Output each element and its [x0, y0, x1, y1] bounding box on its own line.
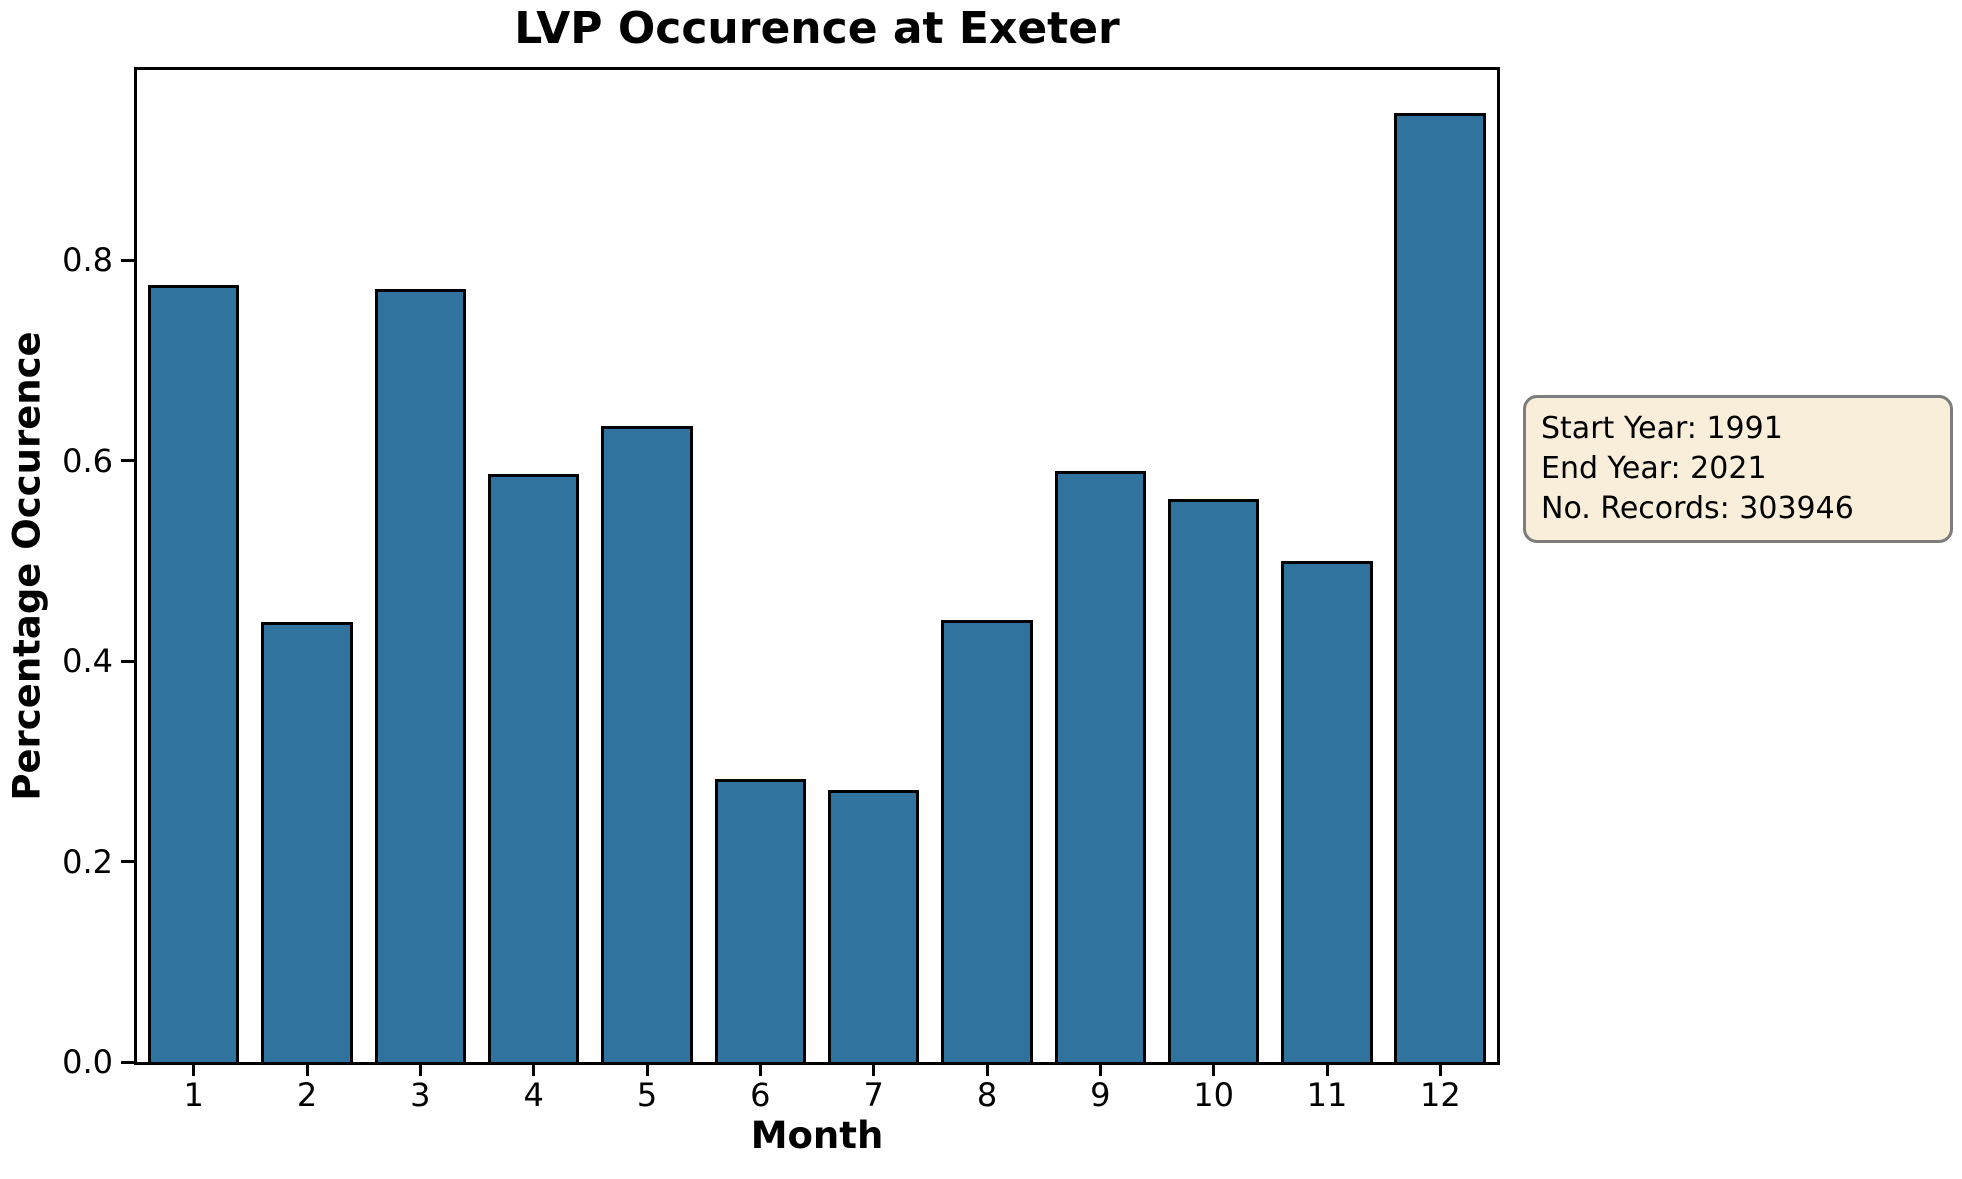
bar-slot-month-3: [364, 70, 477, 1062]
x-tick-label-12: 12: [1419, 1076, 1461, 1114]
annotation-start-year: Start Year: 1991: [1541, 411, 1783, 446]
x-tick-label-10: 10: [1193, 1076, 1235, 1114]
x-tick-label-6: 6: [750, 1076, 771, 1114]
annotation-end-year: End Year: 2021: [1541, 451, 1767, 486]
bar-month-5: [601, 425, 693, 1062]
x-tick-label-7: 7: [863, 1076, 884, 1114]
x-axis-label: Month: [750, 1114, 884, 1157]
x-tick-label-3: 3: [410, 1076, 431, 1114]
y-tick-label-0.2: 0.2: [62, 842, 113, 881]
x-tick-label-9: 9: [1090, 1076, 1111, 1114]
bar-month-4: [487, 473, 580, 1062]
bar-slot-month-5: [590, 70, 703, 1062]
bar-month-1: [147, 285, 240, 1062]
x-tick-label-5: 5: [636, 1076, 658, 1114]
bar-slot-month-8: [930, 70, 1043, 1062]
y-tick-mark-0.6: [121, 459, 134, 463]
y-tick-mark-0.0: [121, 1060, 134, 1064]
bar-slot-month-10: [1157, 70, 1270, 1062]
bar-month-9: [1054, 470, 1147, 1062]
annotation-box: Start Year: 1991 End Year: 2021 No. Reco…: [1523, 395, 1953, 543]
bar-slot-month-4: [477, 70, 590, 1062]
bar-slot-month-11: [1270, 70, 1383, 1062]
bar-month-2: [261, 622, 353, 1062]
x-tick-label-1: 1: [183, 1076, 204, 1114]
x-tick-label-8: 8: [976, 1076, 998, 1114]
bar-month-11: [1281, 561, 1373, 1062]
bar-slot-month-2: [250, 70, 363, 1062]
y-axis-label: Percentage Occurence: [5, 331, 49, 801]
y-tick-mark-0.4: [121, 659, 134, 663]
bar-month-6: [714, 779, 807, 1062]
bar-slot-month-12: [1384, 70, 1497, 1062]
x-tick-label-4: 4: [523, 1076, 544, 1114]
y-tick-label-0.0: 0.0: [62, 1043, 113, 1081]
plot-area: [134, 67, 1500, 1065]
bar-slot-month-1: [137, 70, 250, 1062]
bar-slot-month-9: [1044, 70, 1157, 1062]
bar-month-10: [1167, 498, 1260, 1062]
bar-slot-month-6: [704, 70, 817, 1062]
bar-month-8: [941, 620, 1033, 1062]
bar-month-7: [827, 790, 920, 1062]
annotation-record-count: No. Records: 303946: [1541, 491, 1854, 526]
y-tick-label-0.8: 0.8: [62, 241, 113, 280]
y-tick-mark-0.8: [121, 258, 134, 262]
x-tick-label-2: 2: [296, 1076, 318, 1114]
chart-title: LVP Occurence at Exeter: [514, 3, 1120, 54]
x-tick-label-11: 11: [1306, 1076, 1348, 1114]
bar-slot-month-7: [817, 70, 930, 1062]
y-tick-mark-0.2: [121, 860, 134, 864]
bar-month-12: [1394, 113, 1487, 1062]
bar-month-3: [374, 289, 467, 1062]
